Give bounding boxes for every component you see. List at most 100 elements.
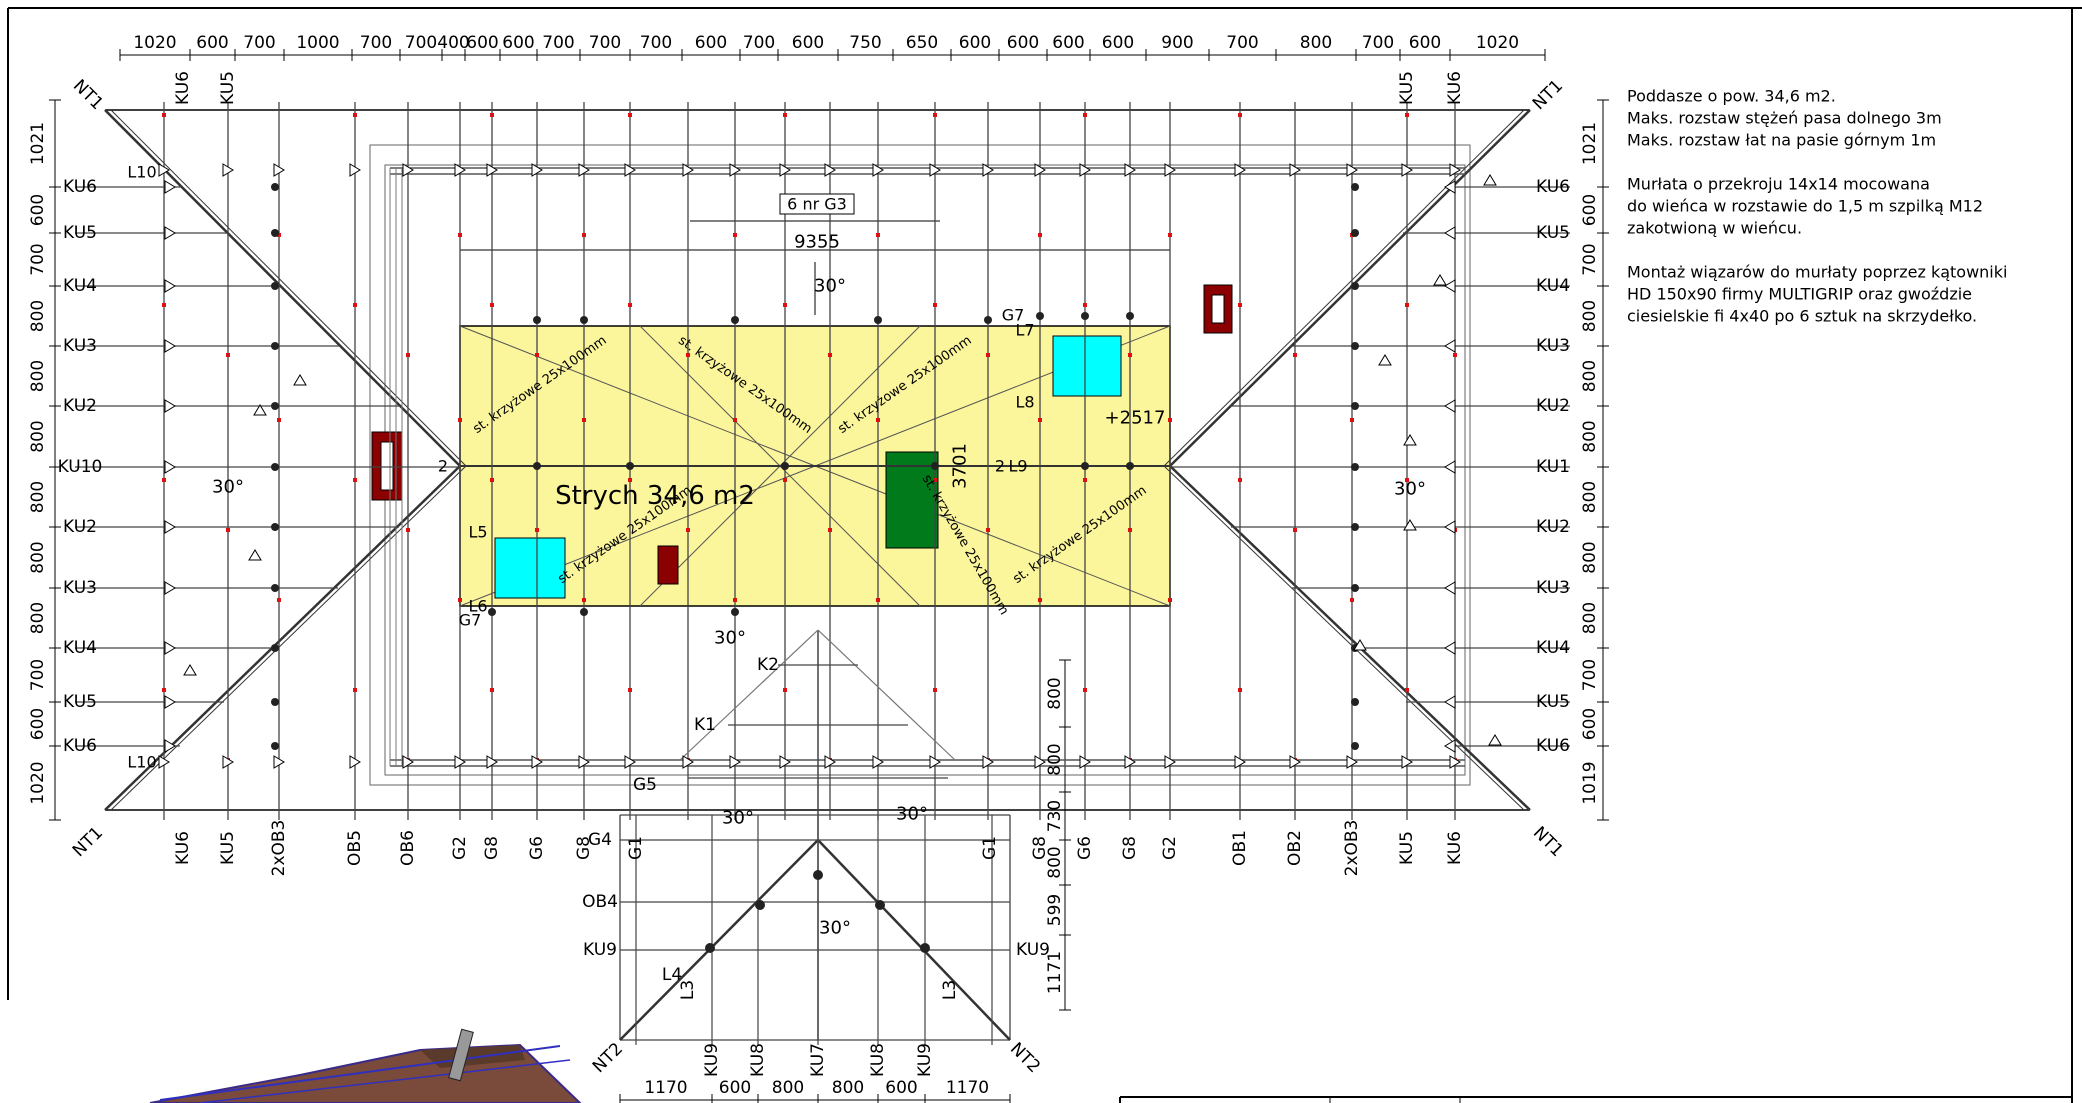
support-arrow-icon: [486, 755, 498, 769]
support-arrow-icon: [1403, 519, 1417, 531]
joint-marker: [533, 316, 541, 324]
girder-tag-box: [779, 193, 855, 215]
dimension-value-top: 700: [243, 33, 275, 53]
row-label-right: KU4: [1536, 276, 1570, 296]
support-arrow-icon: [578, 755, 590, 769]
note-line: Maks. rozstaw łat na pasie górnym 1m: [1627, 131, 1936, 150]
joint-marker: [874, 316, 882, 324]
dimension-value-left: 800: [28, 360, 48, 392]
support-arrow-icon: [1079, 755, 1091, 769]
dimension-value-left: 800: [28, 481, 48, 513]
dimension-value-right: 600: [1580, 708, 1600, 740]
dimension-value-left: 800: [28, 300, 48, 332]
room-width-dimension: 3701: [950, 443, 971, 489]
chimney-3d-icon: [448, 1028, 474, 1082]
dimension-value-top: 700: [360, 33, 392, 53]
support-arrow-icon: [1444, 739, 1456, 753]
row-label-left: KU5: [63, 692, 97, 712]
element-label: G7: [1002, 306, 1025, 325]
dimension-value-left: 700: [28, 659, 48, 691]
dimension-value-bottom: 800: [772, 1078, 804, 1098]
red-marker: [162, 688, 166, 692]
support-arrow-icon: [164, 641, 176, 655]
dimension-value-top: 600: [196, 33, 228, 53]
row-label-right: KU4: [1536, 638, 1570, 658]
support-arrow-icon: [779, 755, 791, 769]
room-label: Strych 34,6 m2: [555, 481, 755, 511]
red-marker: [458, 598, 462, 602]
support-arrow-icon: [1444, 520, 1456, 534]
red-marker: [1168, 418, 1172, 422]
dimension-value-wing: 599: [1045, 894, 1065, 926]
red-marker: [1350, 598, 1354, 602]
hip-line: [110, 465, 467, 811]
red-marker: [490, 303, 494, 307]
row-label-right: KU2: [1536, 396, 1570, 416]
support-arrow-icon: [222, 163, 234, 177]
support-arrow-icon: [164, 279, 176, 293]
dimension-value-top: 600: [1409, 33, 1441, 53]
dimension-value-right: 1021: [1580, 122, 1600, 165]
support-arrow-icon: [164, 399, 176, 413]
support-arrow-icon: [402, 755, 414, 769]
support-arrow-icon: [1378, 354, 1392, 366]
red-marker: [628, 113, 632, 117]
red-marker: [783, 303, 787, 307]
wing-column-label: KU7: [808, 1043, 828, 1077]
support-arrow-icon: [1444, 226, 1456, 240]
dimension-value-top: 1020: [133, 33, 176, 53]
red-marker: [933, 113, 937, 117]
column-label-top: KU6: [1445, 71, 1465, 105]
red-marker: [490, 688, 494, 692]
red-marker: [1238, 688, 1242, 692]
element-label: L10: [127, 753, 156, 772]
wall-plate-outline: [369, 144, 1471, 786]
dimension-value-top: 700: [542, 33, 574, 53]
row-label-left: KU2: [63, 396, 97, 416]
support-arrow-icon: [1444, 695, 1456, 709]
slope-angle: 30°: [212, 477, 244, 498]
red-marker: [733, 233, 737, 237]
roof-3d-preview: [149, 1028, 582, 1103]
support-arrow-icon: [164, 339, 176, 353]
support-arrow-icon: [1353, 639, 1367, 651]
red-marker: [628, 303, 632, 307]
dimension-value-wing: 800: [1045, 677, 1065, 709]
joint-marker: [271, 229, 279, 237]
joint-marker: [1081, 312, 1089, 320]
dimension-value-top: 600: [1052, 33, 1084, 53]
support-arrow-icon: [273, 755, 285, 769]
dimension-value-left: 1020: [28, 761, 48, 804]
red-marker: [628, 478, 632, 482]
support-arrow-icon: [164, 520, 176, 534]
slope-angle: 30°: [722, 808, 754, 829]
support-arrow-icon: [1444, 460, 1456, 474]
dimension-value-top: 750: [849, 33, 881, 53]
joint-marker: [1351, 584, 1359, 592]
column-label-bottom: OB5: [345, 830, 365, 866]
wing-misc-label: K1: [694, 715, 716, 735]
joint-marker: [920, 943, 930, 953]
column-label-bottom: OB1: [1230, 830, 1250, 866]
red-marker: [406, 528, 410, 532]
slope-angle: 30°: [814, 276, 846, 297]
dimension-value-right: 800: [1580, 360, 1600, 392]
red-marker: [490, 478, 494, 482]
column-label-bottom: 2xOB3: [269, 820, 289, 877]
note-line: Poddasze o pow. 34,6 m2.: [1627, 87, 1836, 106]
girder-tag: 6 nr G3: [787, 195, 847, 214]
support-arrow-icon: [1449, 755, 1461, 769]
support-arrow-icon: [1289, 755, 1301, 769]
corner-label: NT1: [1529, 76, 1567, 114]
dimension-value-right: 800: [1580, 420, 1600, 452]
column-label-top: KU5: [218, 71, 238, 105]
element-label: L8: [1015, 393, 1034, 412]
joint-marker: [533, 462, 541, 470]
support-arrow-icon: [1433, 274, 1447, 286]
column-label-bottom: G2: [450, 836, 470, 860]
red-marker: [162, 113, 166, 117]
dimension-value-top: 700: [743, 33, 775, 53]
red-marker: [1168, 598, 1172, 602]
support-arrow-icon: [1401, 163, 1413, 177]
